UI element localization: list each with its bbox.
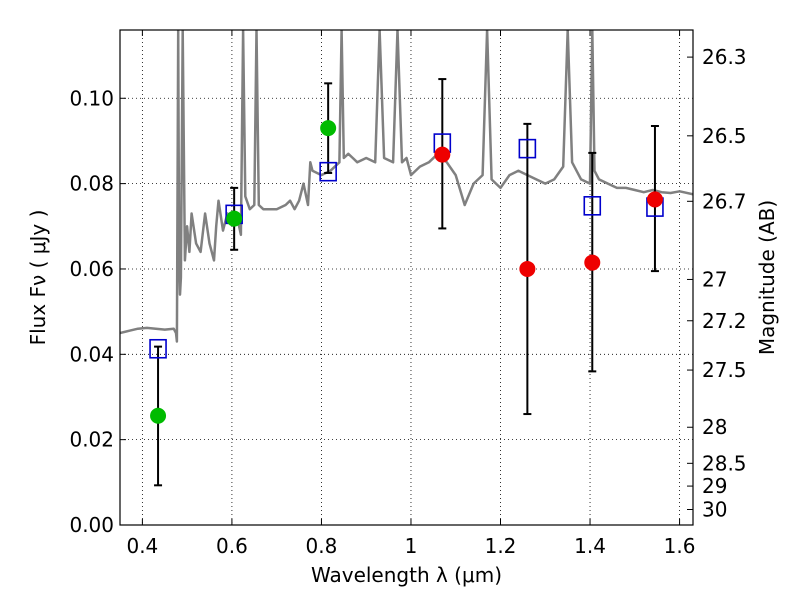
y-tick-label: 0.00 <box>69 513 114 537</box>
x-tick-label: 1.4 <box>574 534 606 558</box>
ticks-layer: 0.4 0.6 0.8 1 1.2 1.4 1.6 0.00 0.02 0.04 0.06 0.08 0… <box>69 30 747 558</box>
x-tick-label: 0.4 <box>126 534 158 558</box>
spectrum-layer <box>120 30 693 343</box>
mag-tick-label: 26.5 <box>702 124 747 148</box>
mag-tick-label: 27.2 <box>702 309 747 333</box>
spectrum-line <box>120 30 693 343</box>
model-square-point <box>583 196 602 216</box>
red-data-point <box>434 146 451 163</box>
x-axis-label: Wavelength λ (μm) <box>311 563 502 587</box>
x-tick-label: 1.6 <box>664 534 696 558</box>
mag-tick-label: 30 <box>702 498 727 522</box>
points-layer <box>149 120 664 424</box>
model-square-point <box>518 138 537 159</box>
mag-tick-label: 26.7 <box>702 189 747 213</box>
y-tick-label: 0.08 <box>69 172 114 196</box>
x-tick-label: 0.8 <box>306 534 338 558</box>
mag-tick-label: 26.3 <box>702 45 747 69</box>
mag-tick-label: 27.5 <box>702 358 747 382</box>
x-tick-label: 0.6 <box>216 534 248 558</box>
grid <box>120 30 693 525</box>
y-tick-label: 0.04 <box>69 342 114 366</box>
errorbar-layer <box>154 78 659 487</box>
green-data-point <box>226 210 243 227</box>
green-data-point <box>320 120 337 137</box>
x-tick-label: 1.2 <box>485 534 517 558</box>
x-tick-label: 1 <box>405 534 418 558</box>
red-data-point <box>584 254 601 271</box>
y-tick-label: 0.10 <box>69 86 114 110</box>
mag-tick-label: 28.5 <box>702 451 747 475</box>
mag-tick-label: 27 <box>702 267 727 291</box>
y-tick-label: 0.02 <box>69 428 114 452</box>
mag-tick-label: 29 <box>702 474 727 498</box>
y-axis-label: Flux Fν ( μJy ) <box>26 210 50 346</box>
model-square-point <box>319 161 337 182</box>
green-data-point <box>150 407 167 424</box>
model-square-point <box>149 338 167 359</box>
red-data-point <box>519 260 536 277</box>
red-data-point <box>646 191 663 208</box>
y-tick-label: 0.06 <box>69 257 114 281</box>
y2-axis-label: Magnitude (AB) <box>755 200 779 355</box>
plot-frame <box>119 29 694 526</box>
mag-tick-label: 28 <box>702 415 727 439</box>
